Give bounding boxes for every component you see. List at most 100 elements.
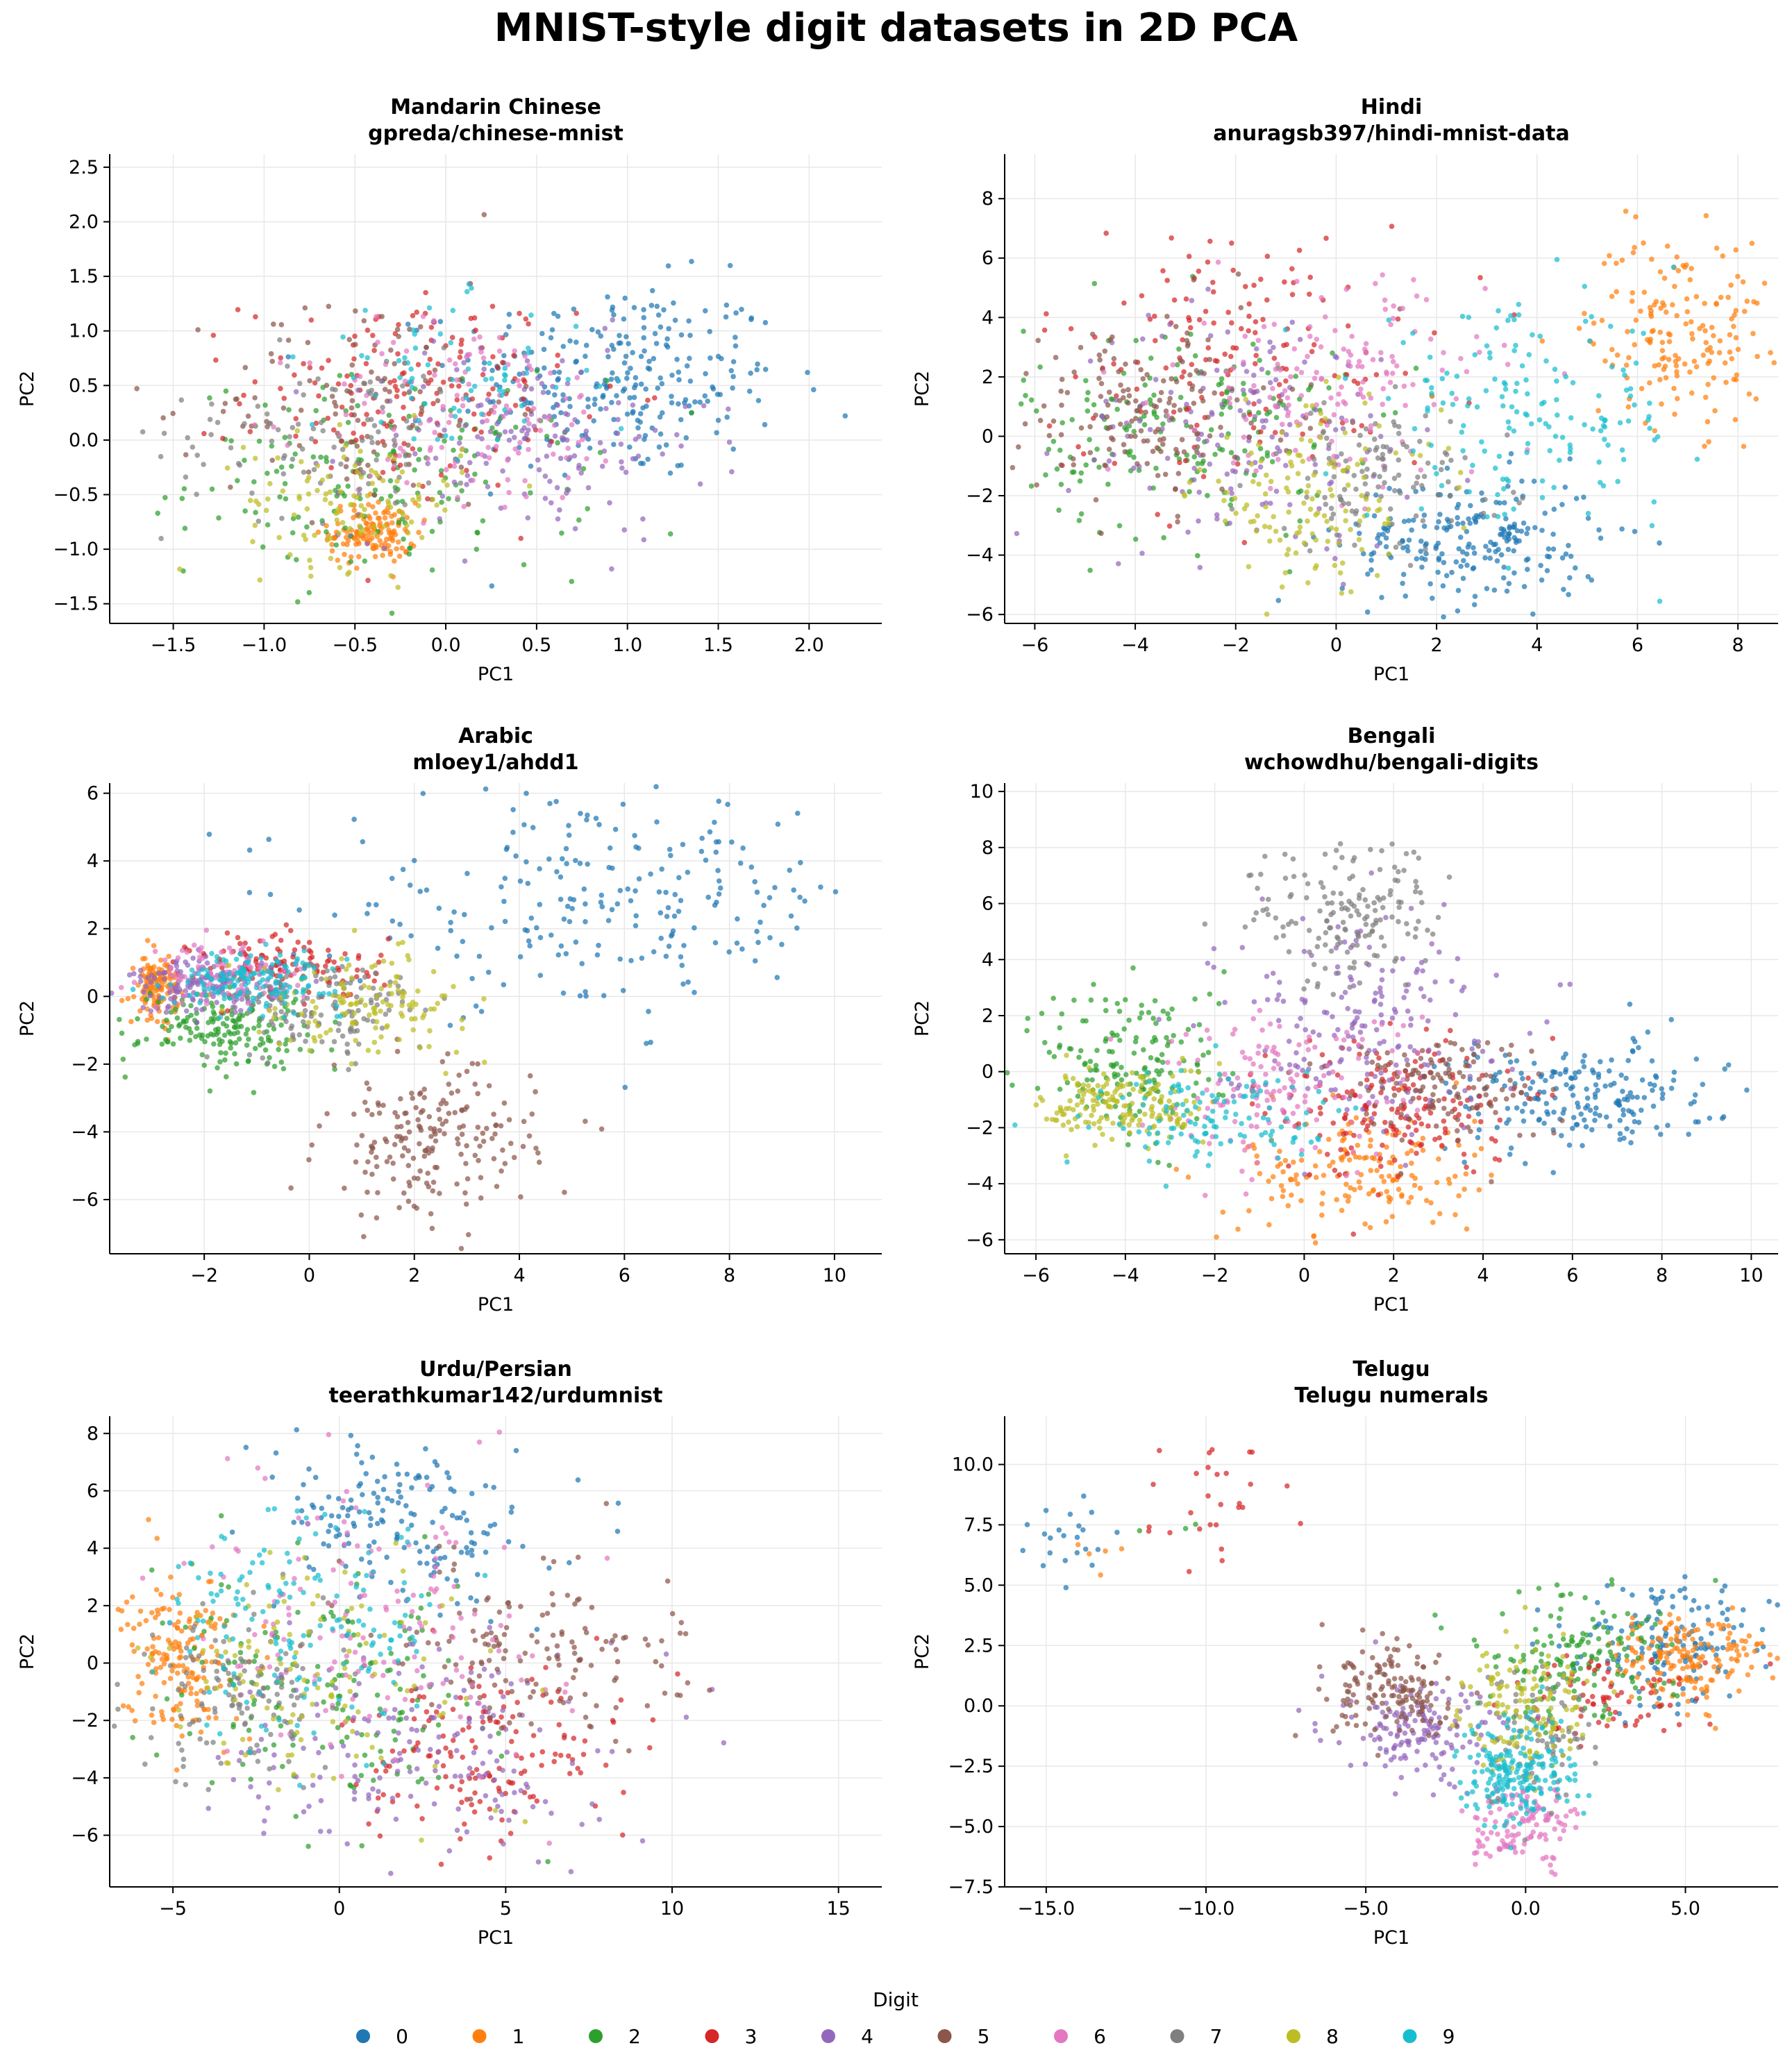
point-digit-7	[289, 1023, 295, 1029]
point-digit-0	[1504, 588, 1510, 594]
point-digit-7	[318, 1012, 324, 1018]
point-digit-4	[1275, 445, 1280, 451]
point-digit-1	[352, 536, 358, 541]
point-digit-0	[1559, 1133, 1564, 1139]
point-digit-6	[1477, 349, 1482, 355]
point-digit-2	[166, 1027, 171, 1034]
point-digit-9	[1602, 424, 1608, 430]
point-digit-1	[1313, 1175, 1319, 1180]
point-digit-0	[553, 798, 559, 805]
point-digit-6	[1389, 353, 1395, 360]
point-digit-8	[177, 566, 183, 572]
point-digit-1	[366, 502, 371, 507]
point-digit-9	[1449, 390, 1455, 396]
point-digit-8	[304, 506, 310, 512]
point-digit-1	[1639, 385, 1645, 392]
point-digit-7	[1398, 490, 1403, 496]
point-digit-0	[1368, 557, 1374, 563]
point-digit-0	[658, 324, 664, 330]
point-digit-7	[437, 389, 444, 394]
point-digit-3	[1210, 280, 1216, 285]
point-digit-3	[1041, 327, 1048, 333]
point-digit-1	[1353, 1115, 1359, 1120]
point-digit-0	[579, 961, 585, 966]
point-digit-5	[455, 1136, 460, 1142]
point-digit-3	[410, 312, 416, 319]
point-digit-8	[1295, 471, 1301, 476]
point-digit-5	[374, 1164, 380, 1170]
point-digit-2	[265, 522, 271, 528]
point-digit-1	[329, 548, 335, 554]
point-digit-2	[576, 517, 582, 523]
point-digit-0	[526, 938, 532, 944]
point-digit-4	[1404, 494, 1410, 500]
point-digit-0	[762, 367, 769, 372]
point-digit-3	[364, 412, 369, 417]
point-digit-7	[344, 1041, 351, 1047]
point-digit-5	[456, 1073, 462, 1078]
point-digit-5	[348, 439, 354, 445]
point-digit-2	[1087, 437, 1092, 443]
point-digit-1	[370, 546, 376, 551]
point-digit-1	[1614, 289, 1619, 295]
point-digit-5	[439, 433, 444, 439]
point-digit-4	[502, 429, 508, 435]
point-digit-4	[641, 537, 647, 543]
point-digit-9	[416, 417, 421, 423]
point-digit-0	[624, 411, 630, 417]
point-digit-8	[439, 993, 445, 999]
point-digit-7	[1382, 464, 1388, 469]
point-digit-6	[1318, 295, 1325, 301]
point-digit-8	[1277, 537, 1283, 543]
point-digit-6	[501, 414, 506, 419]
point-digit-0	[1401, 519, 1407, 524]
point-digit-5	[1246, 435, 1253, 440]
point-digit-4	[1229, 490, 1234, 496]
point-digit-1	[1723, 380, 1729, 385]
point-digit-5	[285, 337, 292, 343]
point-digit-9	[526, 345, 531, 351]
point-digit-1	[416, 530, 421, 535]
point-digit-1	[1489, 1173, 1494, 1178]
point-digit-4	[1240, 387, 1246, 393]
point-digit-5	[1078, 344, 1084, 351]
point-digit-9	[1657, 598, 1663, 604]
point-digit-5	[511, 1154, 517, 1161]
point-digit-6	[1288, 373, 1293, 380]
point-digit-0	[1691, 1099, 1697, 1105]
point-digit-1	[1368, 1168, 1374, 1173]
point-digit-0	[733, 310, 739, 316]
point-digit-5	[492, 1131, 498, 1137]
point-digit-1	[1293, 1172, 1299, 1178]
point-digit-2	[389, 610, 395, 616]
point-digit-4	[1207, 333, 1214, 339]
point-digit-7	[290, 1032, 296, 1038]
point-digit-3	[1210, 289, 1216, 295]
x-axis-label: PC1	[478, 1294, 514, 1316]
point-digit-4	[572, 526, 578, 532]
point-digit-4	[578, 470, 584, 476]
point-digit-4	[542, 414, 547, 419]
point-digit-6	[118, 984, 124, 991]
point-digit-6	[526, 421, 532, 427]
point-digit-2	[202, 1039, 208, 1045]
point-digit-0	[1546, 554, 1552, 560]
point-digit-0	[1441, 614, 1446, 620]
point-digit-2	[236, 1036, 242, 1042]
point-digit-1	[386, 543, 392, 548]
point-digit-8	[371, 1009, 377, 1016]
point-digit-3	[326, 948, 331, 953]
point-digit-4	[416, 427, 421, 433]
point-digit-2	[1219, 447, 1225, 453]
point-digit-4	[194, 1007, 199, 1012]
point-digit-3	[278, 355, 284, 361]
point-digit-5	[1278, 398, 1284, 404]
point-digit-2	[218, 1050, 224, 1056]
point-digit-6	[524, 494, 529, 500]
point-digit-1	[1266, 1178, 1271, 1184]
point-digit-8	[451, 984, 456, 989]
point-digit-5	[1205, 337, 1211, 343]
point-digit-7	[183, 474, 189, 480]
point-digit-6	[175, 955, 181, 961]
point-digit-6	[248, 965, 254, 971]
